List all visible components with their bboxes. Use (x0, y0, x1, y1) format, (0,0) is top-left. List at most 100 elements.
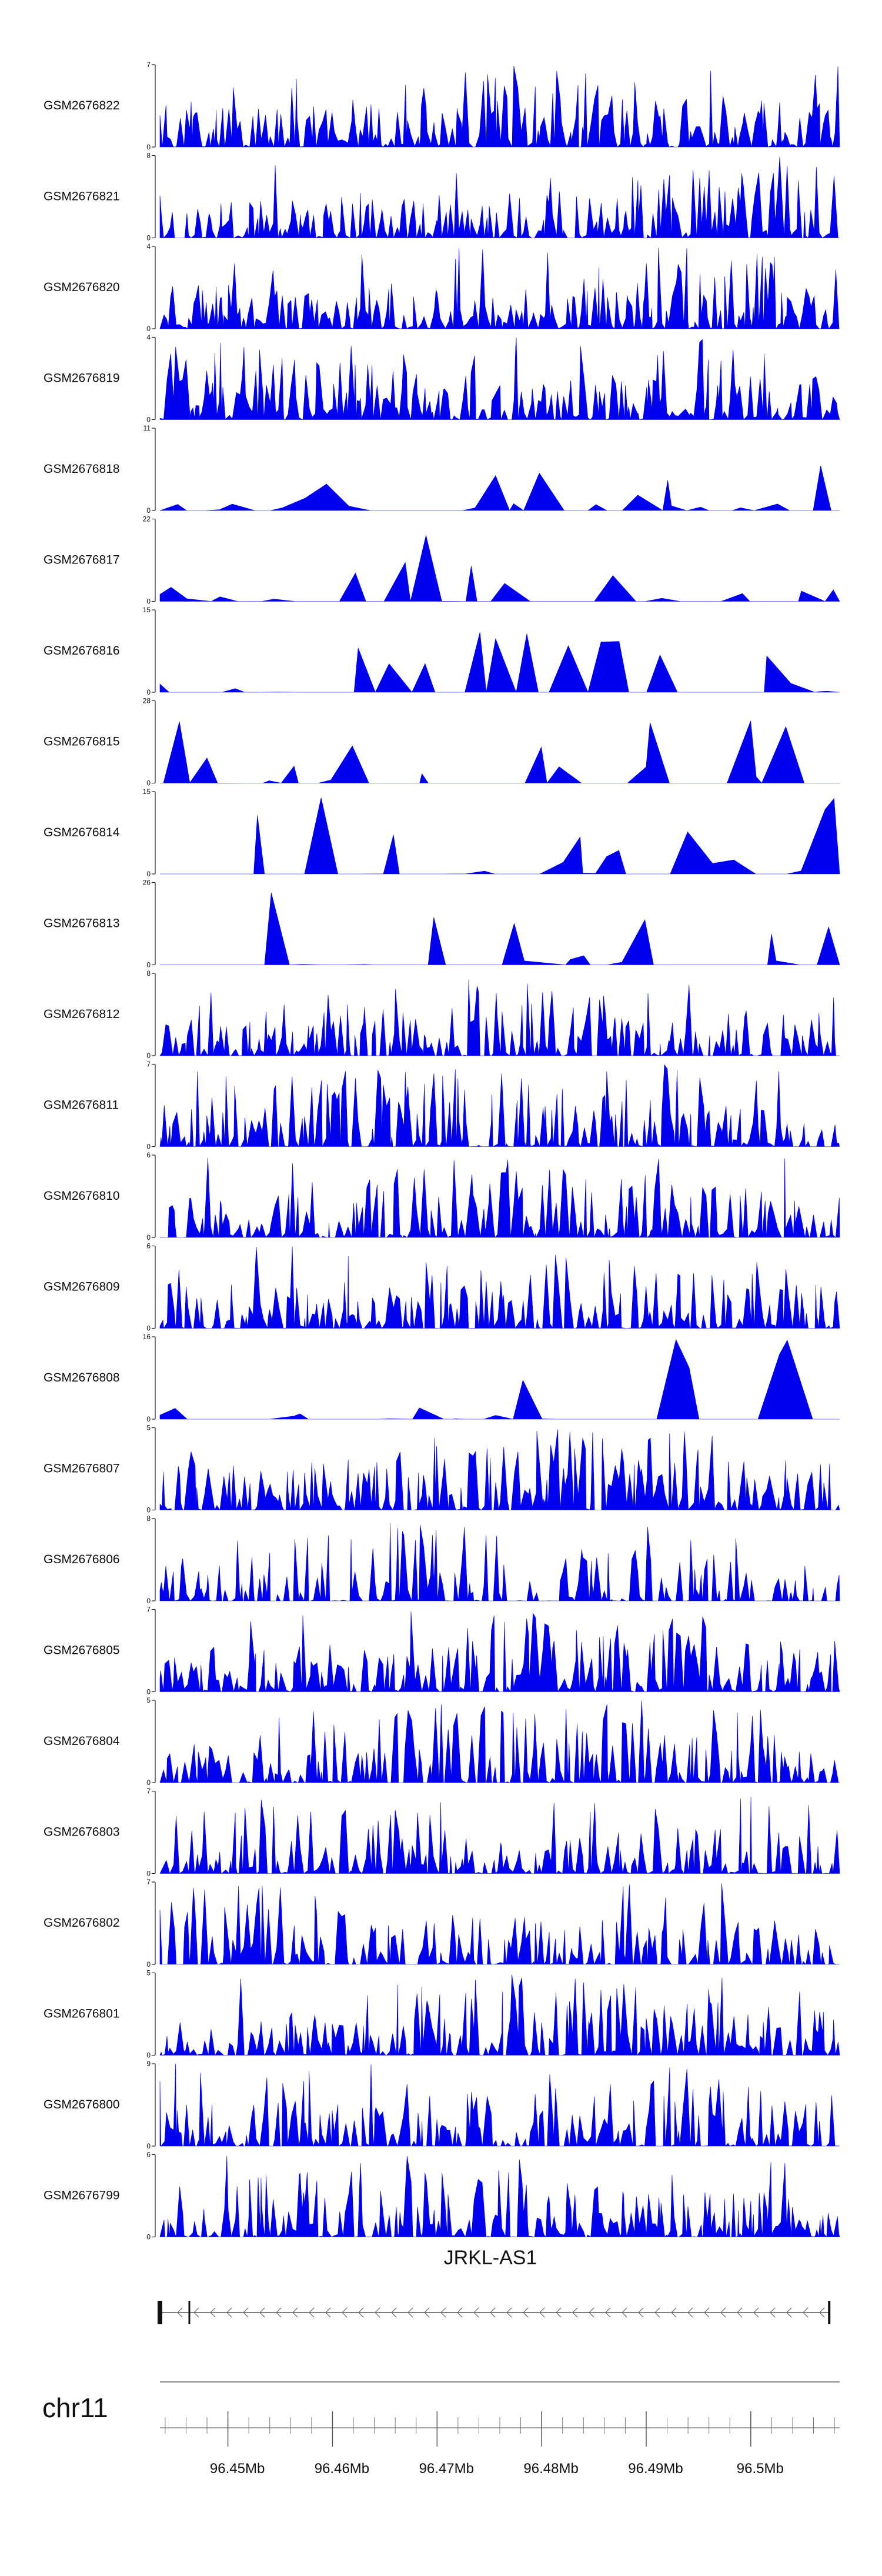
coverage-area (159, 1064, 840, 1147)
strand-arrow (325, 2307, 331, 2318)
track: GSM2676820 4 0 (44, 242, 840, 333)
track: GSM2676802 7 0 (44, 1878, 840, 1968)
y-min-label: 0 (146, 2051, 151, 2060)
y-min-label: 0 (146, 688, 151, 696)
track: GSM2676814 15 0 (44, 788, 840, 878)
coverage-area (159, 1700, 840, 1784)
track: GSM2676819 4 0 (44, 333, 840, 424)
coverage-area (159, 535, 840, 602)
coverage-area (159, 1797, 840, 1874)
track-label: GSM2676799 (44, 2189, 120, 2203)
y-min-label: 0 (146, 325, 151, 333)
track: GSM2676809 6 0 (44, 1242, 840, 1333)
track: GSM2676816 15 0 (44, 606, 840, 696)
tick-label: 96.46Mb (315, 2461, 369, 2477)
strand-arrow (753, 2307, 759, 2318)
y-max-label: 7 (146, 61, 151, 69)
strand-arrow (391, 2307, 397, 2318)
strand-arrow (539, 2307, 545, 2318)
strand-arrow (786, 2307, 792, 2318)
strand-arrow (292, 2307, 298, 2318)
tick-label: 96.47Mb (419, 2461, 474, 2477)
track: GSM2676817 22 0 (44, 515, 840, 606)
strand-arrow (259, 2307, 265, 2318)
strand-arrow (506, 2307, 512, 2318)
track-label: GSM2676816 (44, 644, 120, 658)
strand-arrow (704, 2307, 710, 2318)
coverage-area (159, 632, 840, 693)
track-label: GSM2676809 (44, 1280, 120, 1294)
y-min-label: 0 (146, 234, 151, 242)
strand-arrow (572, 2307, 578, 2318)
y-min-label: 0 (146, 1506, 151, 1514)
y-min-label: 0 (146, 1415, 151, 1423)
y-min-label: 0 (146, 1233, 151, 1242)
coverage-area (160, 892, 840, 965)
strand-arrow (819, 2307, 825, 2318)
y-min-label: 0 (146, 2233, 151, 2241)
track: GSM2676818 11 0 (44, 424, 840, 515)
track: GSM2676812 8 0 (44, 969, 840, 1060)
strand-arrow (589, 2307, 594, 2318)
track-label: GSM2676817 (44, 553, 120, 567)
strand-arrow (523, 2307, 529, 2318)
track-label: GSM2676812 (44, 1007, 120, 1021)
coverage-area (159, 2155, 840, 2238)
coverage-area (159, 2064, 840, 2147)
track-label: GSM2676811 (44, 1099, 119, 1112)
strand-arrow (720, 2307, 726, 2318)
track: GSM2676805 7 0 (44, 1606, 840, 1696)
y-min-label: 0 (146, 870, 151, 878)
strand-arrow (687, 2307, 693, 2318)
y-max-label: 7 (146, 1787, 151, 1796)
strand-arrow (210, 2307, 216, 2318)
track-label: GSM2676819 (44, 372, 120, 385)
strand-arrow (342, 2307, 348, 2318)
coverage-area (159, 1611, 840, 1693)
strand-arrow (276, 2307, 282, 2318)
strand-arrow (638, 2307, 644, 2318)
strand-arrow (803, 2307, 808, 2318)
y-min-label: 0 (146, 1778, 151, 1787)
y-max-label: 6 (146, 1242, 151, 1250)
tick-label: 96.45Mb (210, 2461, 265, 2477)
coverage-area (159, 1157, 840, 1238)
track: GSM2676822 7 0 (44, 61, 840, 151)
y-min-label: 0 (146, 1870, 151, 1878)
strand-arrow (737, 2307, 743, 2318)
tick-label: 96.49Mb (628, 2461, 683, 2477)
track-label: GSM2676800 (44, 2098, 120, 2111)
coverage-area (159, 465, 840, 511)
coverage-area (159, 66, 840, 148)
y-min-label: 0 (146, 1597, 151, 1605)
coverage-area (160, 720, 840, 784)
gene-name: JRKL-AS1 (444, 2247, 537, 2269)
gene-track: JRKL-AS1 (158, 2247, 831, 2324)
gene-start-marker (158, 2301, 162, 2324)
gene-end-marker (828, 2301, 831, 2324)
y-max-label: 11 (143, 424, 151, 432)
track: GSM2676815 28 0 (44, 697, 840, 788)
strand-arrow (770, 2307, 776, 2318)
y-min-label: 0 (146, 143, 151, 151)
strand-arrow (654, 2307, 660, 2318)
track: GSM2676804 5 0 (44, 1696, 840, 1787)
y-min-label: 0 (146, 1143, 151, 1151)
y-min-label: 0 (146, 1960, 151, 1968)
track-label: GSM2676808 (44, 1371, 120, 1384)
y-min-label: 0 (146, 961, 151, 969)
y-max-label: 22 (143, 515, 151, 523)
track-label: GSM2676806 (44, 1553, 120, 1566)
coverage-area (159, 1246, 840, 1329)
coverage-area (159, 338, 840, 421)
y-max-label: 6 (146, 2151, 151, 2159)
y-max-label: 7 (146, 1606, 151, 1614)
strand-arrow (177, 2307, 183, 2318)
coverage-area (159, 1523, 840, 1602)
track-label: GSM2676821 (44, 190, 120, 203)
y-max-label: 16 (143, 1333, 151, 1341)
y-min-label: 0 (146, 598, 151, 606)
strand-arrow (243, 2307, 249, 2318)
track: GSM2676801 5 0 (44, 1969, 840, 2060)
